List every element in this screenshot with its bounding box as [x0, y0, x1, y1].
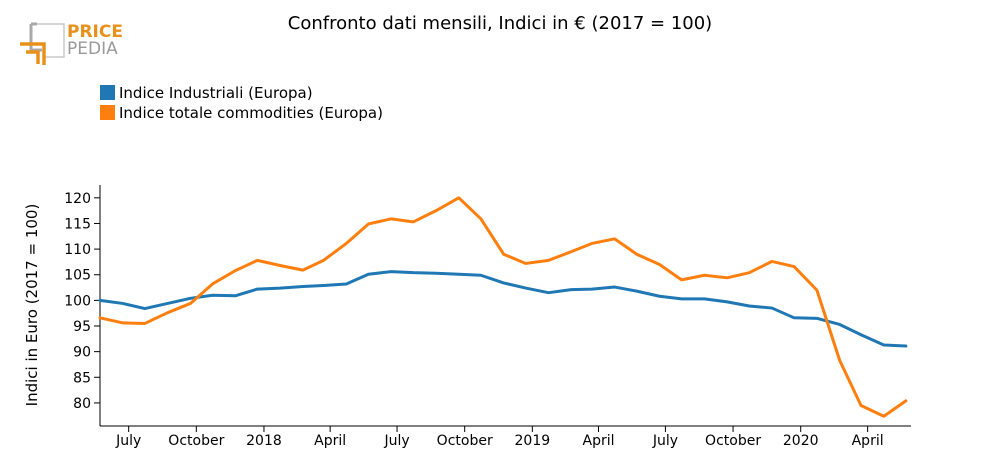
x-tick-label: 2020	[783, 433, 819, 449]
legend-label-commodities: Indice totale commodities (Europa)	[119, 104, 383, 122]
series-layer	[98, 196, 908, 418]
y-tick-label: 120	[64, 191, 91, 207]
y-axis-ticks: 80 85 90 95 100 105 110 115 120	[64, 191, 100, 412]
logo-bracket-orange-mark	[20, 42, 46, 65]
x-tick-label: 2018	[246, 433, 282, 449]
y-tick-label: 100	[64, 293, 91, 309]
x-tick-label: October	[705, 433, 761, 449]
legend-item-industriali[interactable]: Indice Industriali (Europa)	[100, 84, 313, 102]
logo-bracket-gray-mark-right	[37, 23, 65, 58]
y-tick-label: 90	[73, 345, 91, 361]
x-tick-label: October	[437, 433, 493, 449]
x-tick-label: October	[168, 433, 224, 449]
y-tick-label: 85	[73, 370, 91, 386]
series-line-commodities[interactable]	[98, 196, 908, 418]
x-tick-label: 2019	[515, 433, 551, 449]
series-line-industriali[interactable]	[98, 270, 908, 348]
y-tick-label: 115	[64, 216, 91, 232]
pricepedia-logo: PRICE PEDIA	[20, 22, 123, 65]
logo-text-pedia: PEDIA	[67, 39, 118, 59]
x-tick-label: July	[115, 433, 141, 449]
x-tick-label: July	[652, 433, 678, 449]
legend-swatch-industriali	[100, 85, 115, 100]
logo-text-price: PRICE	[67, 22, 123, 42]
y-tick-label: 80	[73, 396, 91, 412]
legend-label-industriali: Indice Industriali (Europa)	[119, 84, 313, 102]
y-tick-label: 95	[73, 319, 91, 335]
legend-item-commodities[interactable]: Indice totale commodities (Europa)	[100, 104, 383, 122]
x-tick-label: April	[314, 433, 346, 449]
logo-bracket-gray-mark	[29, 22, 42, 52]
chart-title: Confronto dati mensili, Indici in € (201…	[288, 13, 712, 34]
x-tick-label: April	[852, 433, 884, 449]
x-tick-label: April	[583, 433, 615, 449]
y-tick-label: 110	[64, 242, 91, 258]
legend-swatch-commodities	[100, 105, 115, 120]
x-axis-ticks: July October 2018 April July October 2019 April…	[115, 426, 884, 449]
legend: Indice Industriali (Europa) Indice total…	[100, 84, 383, 122]
y-axis-title: Indici in Euro (2017 = 100)	[23, 204, 41, 407]
y-tick-label: 105	[64, 268, 91, 284]
x-tick-label: July	[383, 433, 409, 449]
